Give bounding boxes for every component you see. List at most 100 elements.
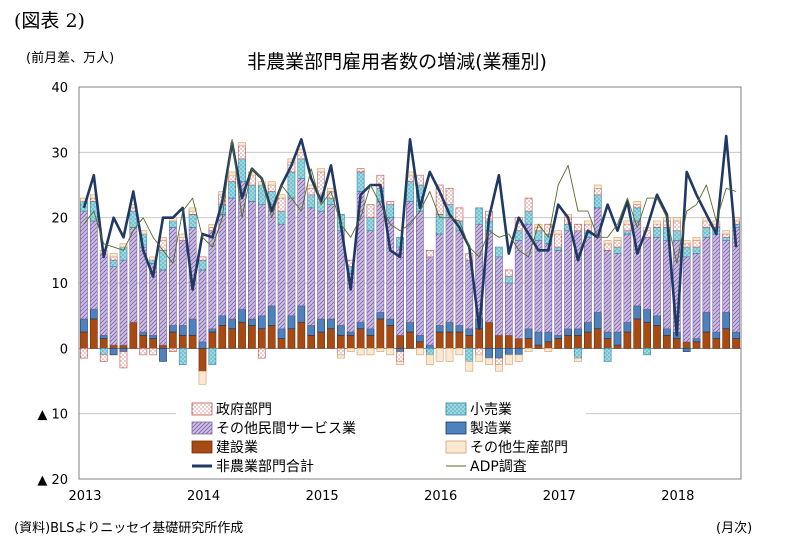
bar-other_private_services (327, 204, 335, 320)
bar-construction (564, 334, 572, 349)
bar-government (603, 243, 612, 251)
legend-label: 建設業 (216, 440, 258, 456)
bar-manufacturing (139, 331, 148, 336)
bar-government (139, 348, 148, 356)
bar-other_private_services (583, 236, 592, 323)
bar-government (169, 348, 177, 352)
bar-construction (356, 328, 365, 349)
bar-construction (129, 321, 138, 349)
bar-construction (169, 331, 177, 349)
bar-manufacturing (524, 328, 533, 339)
x-axis-ticks: 2013 2014 2015 2016 2017 2018 (68, 489, 694, 504)
bar-other_private_services (554, 250, 563, 336)
y-tick-label: 10 (51, 277, 68, 292)
bar-manufacturing (149, 334, 157, 339)
bar-government (504, 269, 513, 277)
bar-retail (613, 246, 622, 254)
bar-other_goods (416, 348, 424, 356)
bar-manufacturing (228, 318, 237, 330)
bar-retail (465, 348, 474, 362)
bar-construction (712, 338, 721, 349)
bar-construction (119, 344, 128, 349)
bar-manufacturing (702, 312, 711, 333)
bar-manufacturing (593, 312, 602, 330)
bar-construction (336, 334, 345, 349)
bar-construction (524, 338, 533, 349)
bar-retail (307, 194, 316, 209)
bar-other_private_services (623, 233, 632, 323)
bar-other_goods (593, 184, 602, 189)
bar-other_goods (228, 171, 237, 176)
bar-other_goods (346, 348, 355, 352)
bar-construction (198, 348, 207, 372)
bar-construction (327, 328, 335, 349)
bar-other_private_services (159, 269, 167, 346)
bar-construction (257, 328, 266, 349)
bar-government (653, 223, 661, 228)
y-tick-label: 0 (60, 342, 68, 357)
bar-other_goods (692, 236, 701, 241)
bar-manufacturing (692, 338, 701, 343)
bar-manufacturing (544, 331, 553, 343)
legend-swatch (191, 421, 213, 435)
bar-other_goods (583, 220, 592, 225)
bar-retail (574, 348, 582, 359)
bar-retail (109, 259, 118, 267)
bar-other_private_services (643, 236, 651, 310)
legend-label: ADP調査 (470, 459, 527, 475)
bar-government (80, 348, 88, 359)
bar-manufacturing (623, 321, 632, 333)
line-series (82, 134, 738, 337)
x-tick-label: 2015 (306, 489, 339, 504)
legend-item-adp_line: ADP調査 (446, 459, 527, 475)
bar-construction (287, 328, 296, 349)
bar-manufacturing (534, 331, 543, 346)
bar-government (257, 348, 266, 359)
legend-item-government: 政府部門 (191, 402, 272, 418)
bar-other_private_services (564, 230, 572, 330)
bar-other_goods (682, 240, 691, 245)
bar-manufacturing (336, 325, 345, 336)
bar-retail (475, 207, 484, 225)
bar-manufacturing (712, 331, 721, 339)
bar-other_private_services (544, 243, 553, 333)
bar-other_private_services (445, 217, 454, 323)
bar-construction (435, 331, 444, 349)
bar-construction (396, 334, 404, 349)
bar-construction (534, 344, 543, 349)
x-tick-label: 2017 (543, 489, 576, 504)
bar-other_private_services (416, 210, 424, 336)
bar-manufacturing (169, 325, 177, 333)
bar-manufacturing (633, 305, 642, 320)
bar-construction (99, 338, 108, 349)
legend-item-other_goods: その他生産部門 (445, 440, 568, 456)
bar-other_goods (633, 201, 642, 205)
bar-manufacturing (504, 348, 513, 356)
legend-item-retail: 小売業 (445, 402, 512, 418)
bar-construction (248, 325, 256, 349)
bar-retail (366, 217, 375, 232)
bar-government (228, 174, 237, 183)
y-tick-label: 40 (51, 81, 68, 96)
bar-retail (198, 259, 207, 271)
bar-retail (425, 348, 434, 356)
bar-manufacturing (653, 315, 661, 326)
bar-other_private_services (435, 233, 444, 326)
bar-government (99, 354, 108, 362)
bar-manufacturing (564, 328, 572, 336)
bar-retail (208, 348, 217, 365)
bar-other_private_services (396, 246, 404, 336)
bar-other_private_services (99, 253, 108, 336)
bar-construction (307, 334, 316, 349)
legend-swatch (191, 440, 213, 454)
bar-government (475, 348, 484, 356)
y-tick-label: ▲ 10 (37, 408, 68, 423)
bar-other_private_services (228, 197, 237, 320)
bar-retail (692, 246, 701, 254)
bar-construction (188, 334, 197, 349)
bar-retail (593, 194, 602, 209)
bar-retail (653, 227, 661, 238)
legend-label: その他生産部門 (470, 440, 568, 456)
bar-construction (346, 334, 355, 349)
